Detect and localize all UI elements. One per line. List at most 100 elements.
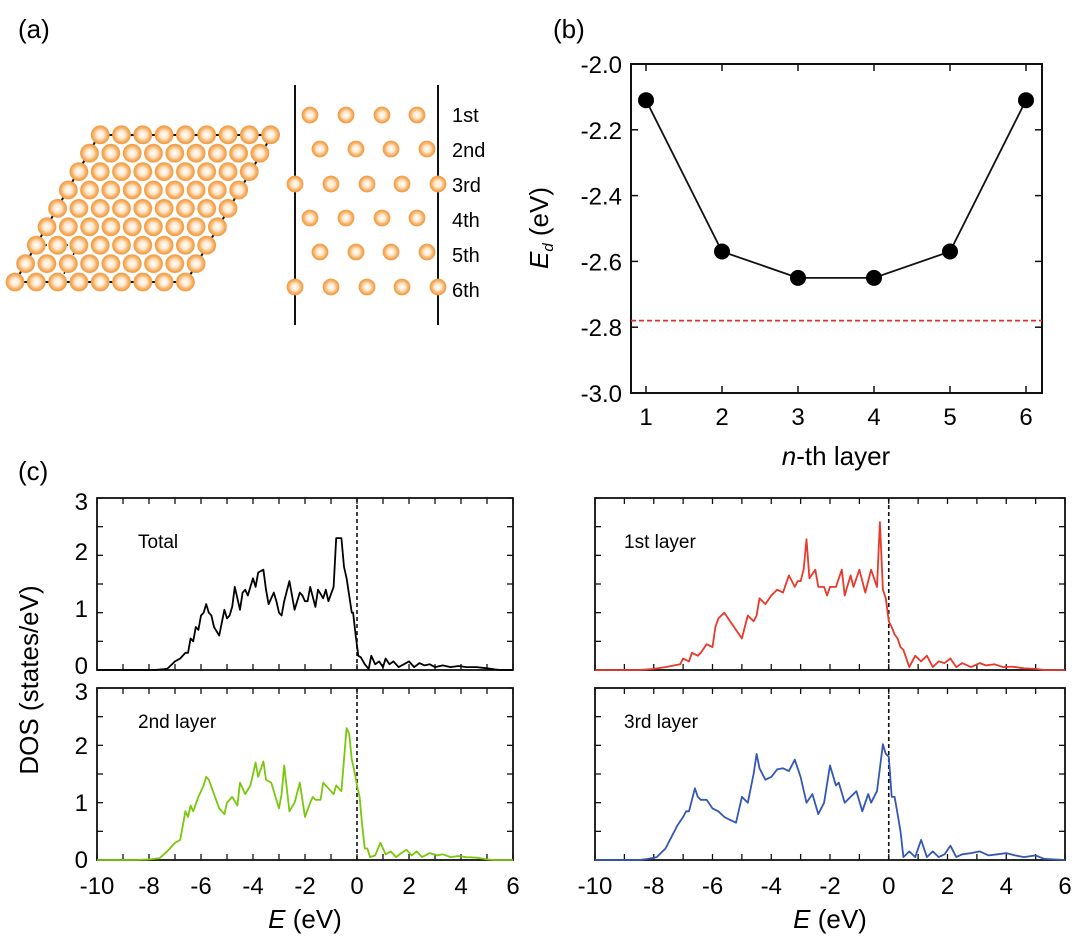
atom <box>69 272 89 292</box>
layer-label-1: 1st <box>452 105 479 127</box>
atom <box>48 198 67 218</box>
atom <box>311 243 329 261</box>
atom <box>175 198 195 218</box>
atom <box>229 143 249 163</box>
dos-curve <box>97 537 513 671</box>
atom <box>418 140 436 158</box>
x-tick-label: -4 <box>761 873 782 900</box>
y-tick-labels-c-top: 0 1 2 3 <box>75 489 88 680</box>
atom <box>301 106 319 124</box>
atom <box>218 162 238 182</box>
data-point <box>1018 92 1034 109</box>
atom <box>218 125 238 145</box>
y-tick-label: 1 <box>75 790 88 817</box>
x-tick-label: 3 <box>791 404 804 431</box>
atom <box>122 143 142 163</box>
y-tick-label: 0 <box>75 847 88 874</box>
atom <box>347 140 365 158</box>
atom <box>165 180 185 200</box>
subplot-label: 3rd layer <box>624 712 699 733</box>
y-tick-label: -2.0 <box>581 52 622 79</box>
data-point <box>638 92 654 109</box>
layer-label-4: 4th <box>452 210 480 232</box>
y-tick-label: -2.2 <box>581 118 622 145</box>
atom <box>154 125 174 145</box>
atom <box>37 217 57 237</box>
atom <box>112 125 131 145</box>
atom <box>69 198 89 218</box>
x-axis-title-italic: E <box>793 904 811 934</box>
binding-energy-markers <box>638 92 1034 286</box>
atom <box>144 254 163 274</box>
data-point <box>790 269 806 286</box>
atom <box>90 272 110 292</box>
dos-curve <box>595 521 1065 671</box>
atom <box>101 254 121 274</box>
atom <box>207 143 227 163</box>
panel-label-c: (c) <box>18 456 48 486</box>
atom <box>58 254 78 274</box>
atom <box>112 198 131 218</box>
atom <box>393 175 411 193</box>
x-tick-labels-c-right: -10 -8 -6 -4 -2 0 2 4 6 <box>578 873 1072 900</box>
atom <box>175 235 195 255</box>
side-view-atoms <box>286 106 447 296</box>
x-axis-title-rest: (eV) <box>811 904 867 934</box>
layer-label-2: 2nd <box>452 140 485 162</box>
atom <box>229 180 249 200</box>
atom <box>90 162 110 182</box>
atom <box>239 125 259 145</box>
atom <box>80 143 99 163</box>
atom <box>358 175 376 193</box>
atom <box>286 175 304 193</box>
y-tick-labels-b: -2.0 -2.2 -2.4 -2.6 -2.8 -3.0 <box>581 52 622 408</box>
x-axis-title-c-right: E (eV) <box>793 904 867 934</box>
y-axis-title-b: Ed (eV) <box>524 187 557 269</box>
atom <box>197 125 217 145</box>
x-tick-label: -2 <box>294 873 315 900</box>
atom <box>122 217 142 237</box>
y-axis-title-rest: (eV) <box>524 187 554 243</box>
dos-subplot-2nd-layer: 2nd layer <box>96 687 514 861</box>
atom <box>122 254 142 274</box>
atom <box>133 272 153 292</box>
atom <box>154 235 174 255</box>
atom <box>48 272 67 292</box>
x-tick-label: 2 <box>402 873 415 900</box>
atom <box>58 180 78 200</box>
atom <box>311 140 329 158</box>
y-tick-label: -2.4 <box>581 184 622 211</box>
x-axis-title-c-left: E (eV) <box>268 904 342 934</box>
x-tick-label: -8 <box>138 873 159 900</box>
binding-energy-line <box>645 99 1027 279</box>
atom <box>26 235 46 255</box>
y-tick-label: 2 <box>75 733 88 760</box>
atom <box>429 278 447 296</box>
plot-frame <box>96 497 514 671</box>
y-tick-label: 2 <box>75 539 88 566</box>
atom <box>58 217 78 237</box>
atom <box>154 198 174 218</box>
atom <box>5 272 25 292</box>
atom <box>165 254 185 274</box>
y-tick-label: -3.0 <box>581 381 622 408</box>
x-tick-label: 6 <box>1058 873 1071 900</box>
dos-subplot-3rd-layer: 3rd layer <box>594 687 1066 861</box>
x-tick-label: -10 <box>578 873 613 900</box>
x-tick-label: 5 <box>943 404 956 431</box>
plot-frame <box>594 497 1066 671</box>
x-axis-title-rest: (eV) <box>286 904 342 934</box>
x-tick-label: -6 <box>702 873 723 900</box>
atom <box>133 125 153 145</box>
plot-frame-b <box>630 63 1043 394</box>
layer-label-3: 3rd <box>452 175 481 197</box>
atom <box>418 243 436 261</box>
atom <box>218 198 238 218</box>
dos-subplot-1st-layer: 1st layer <box>594 497 1066 671</box>
top-view-atoms <box>5 125 281 292</box>
atom <box>154 272 174 292</box>
dos-curve <box>595 743 1066 861</box>
x-axis-title-b: n-th layer <box>782 441 891 471</box>
slab-top-view <box>5 125 281 292</box>
atom <box>207 217 227 237</box>
